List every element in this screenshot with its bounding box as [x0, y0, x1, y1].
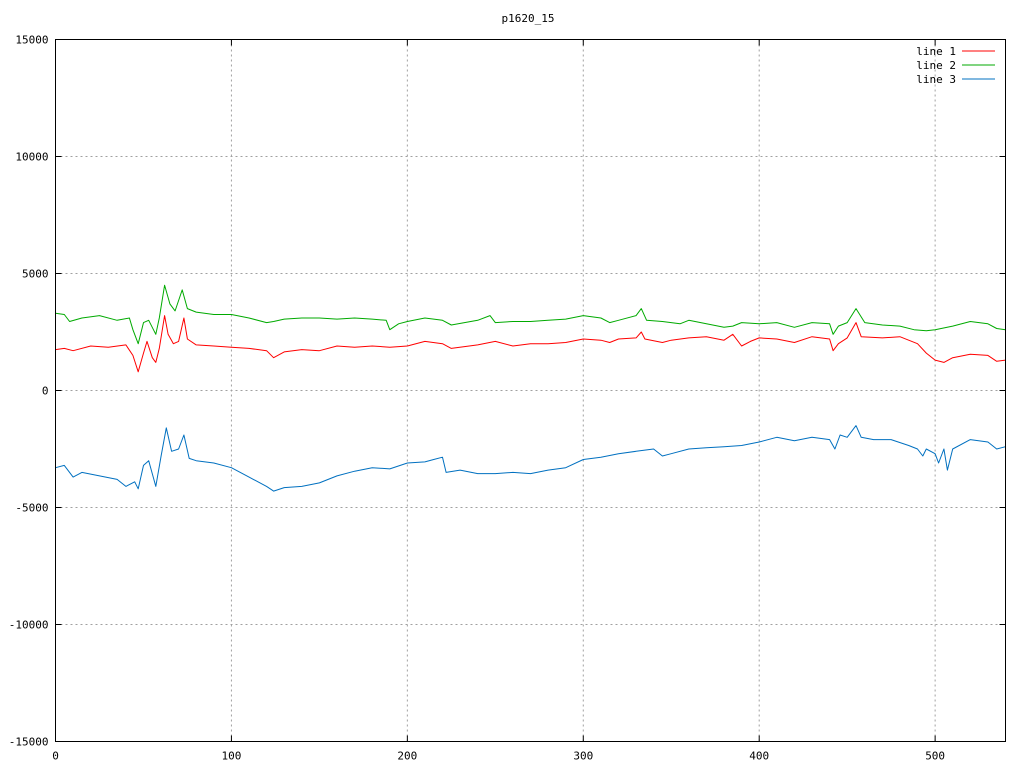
y-tick-label: -10000: [9, 619, 49, 632]
y-tick-label: 15000: [15, 34, 48, 47]
legend-label: line 1: [916, 45, 956, 58]
series-line-1: [55, 315, 1006, 373]
x-tick-label: 0: [52, 750, 59, 763]
y-tick-label: -5000: [15, 502, 48, 515]
series-line-2: [55, 284, 1006, 345]
x-tick-label: 500: [925, 750, 945, 763]
series-lines: [55, 284, 1006, 492]
x-tick-label: 300: [573, 750, 593, 763]
series-line-3: [55, 425, 1006, 492]
y-tick-label: 5000: [22, 268, 49, 281]
x-tick-label: 400: [749, 750, 769, 763]
x-tick-label: 100: [221, 750, 241, 763]
x-tick-label: 200: [397, 750, 417, 763]
grid: [55, 39, 1006, 742]
y-tick-label: 0: [42, 385, 49, 398]
plot-frame: [55, 39, 1006, 742]
y-tick-label: 10000: [15, 151, 48, 164]
chart-title: p1620_15: [502, 12, 555, 25]
y-tick-label: -15000: [9, 736, 49, 749]
legend-label: line 2: [916, 59, 956, 72]
legend-label: line 3: [916, 73, 956, 86]
